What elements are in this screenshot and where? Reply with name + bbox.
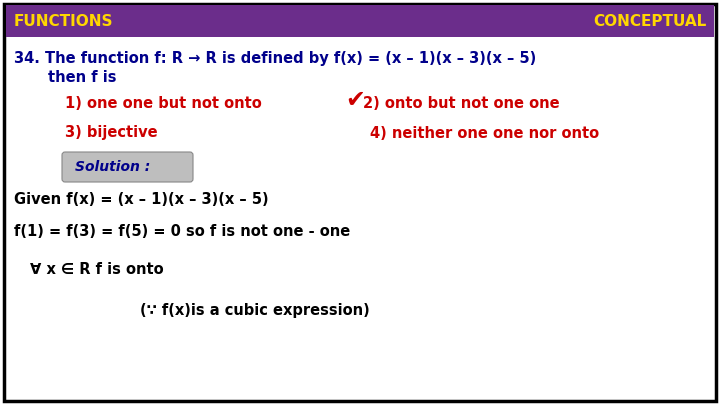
Text: Given f(x) = (x – 1)(x – 3)(x – 5): Given f(x) = (x – 1)(x – 3)(x – 5): [14, 192, 269, 207]
FancyBboxPatch shape: [6, 5, 714, 37]
Text: Solution :: Solution :: [75, 160, 150, 174]
FancyBboxPatch shape: [62, 152, 193, 182]
Text: ✔: ✔: [345, 88, 365, 112]
FancyBboxPatch shape: [4, 4, 716, 401]
Text: 34. The function f: R → R is defined by f(x) = (x – 1)(x – 3)(x – 5): 34. The function f: R → R is defined by …: [14, 51, 536, 66]
Text: ∀ x ∈ R f is onto: ∀ x ∈ R f is onto: [30, 262, 163, 277]
Text: CONCEPTUAL: CONCEPTUAL: [593, 13, 706, 28]
Text: FUNCTIONS: FUNCTIONS: [14, 13, 114, 28]
Text: 4) neither one one nor onto: 4) neither one one nor onto: [370, 126, 599, 141]
Text: 3) bijective: 3) bijective: [65, 126, 158, 141]
Text: 1) one one but not onto: 1) one one but not onto: [65, 96, 262, 111]
Text: 2) onto but not one one: 2) onto but not one one: [363, 96, 559, 111]
Text: (∵ f(x)is a cubic expression): (∵ f(x)is a cubic expression): [140, 303, 370, 318]
Text: f(1) = f(3) = f(5) = 0 so f is not one - one: f(1) = f(3) = f(5) = 0 so f is not one -…: [14, 224, 350, 239]
Text: then f is: then f is: [48, 70, 117, 85]
